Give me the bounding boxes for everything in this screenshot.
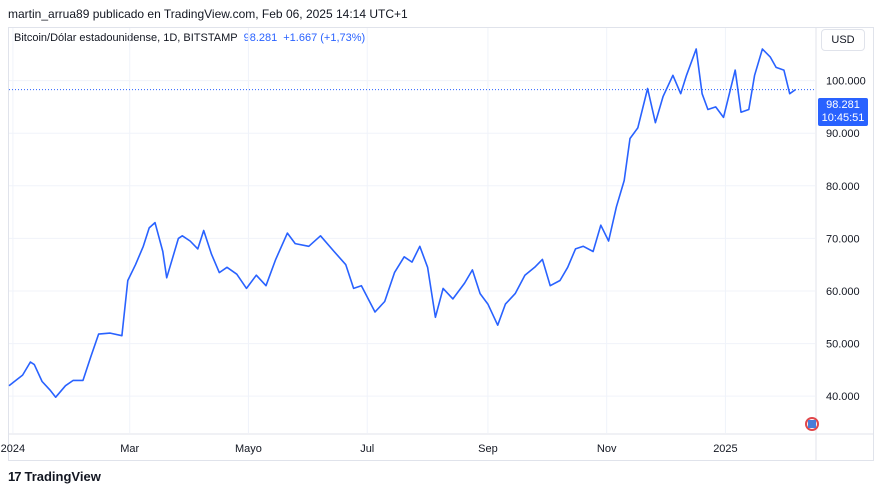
chart-frame bbox=[8, 27, 874, 461]
tradingview-logo-icon: 17 bbox=[8, 469, 22, 484]
currency-button[interactable]: USD bbox=[821, 29, 865, 51]
last-price-badge: 98.281 10:45:51 bbox=[818, 98, 868, 126]
attribution-header: martin_arrua89 publicado en TradingView.… bbox=[8, 7, 408, 21]
legend-change: +1.667 (+1,73%) bbox=[283, 32, 366, 44]
legend-last-price: 98.281 bbox=[243, 32, 278, 44]
footer-brand: TradingView bbox=[24, 469, 101, 484]
tradingview-footer[interactable]: 17 TradingView bbox=[8, 469, 101, 484]
symbol-name: Bitcoin/Dólar estadounidense, 1D, BITSTA… bbox=[14, 32, 238, 44]
symbol-legend: Bitcoin/Dólar estadounidense, 1D, BITSTA… bbox=[14, 32, 365, 44]
last-price-badge-value: 98.281 bbox=[826, 99, 860, 111]
bar-countdown: 10:45:51 bbox=[821, 112, 865, 124]
